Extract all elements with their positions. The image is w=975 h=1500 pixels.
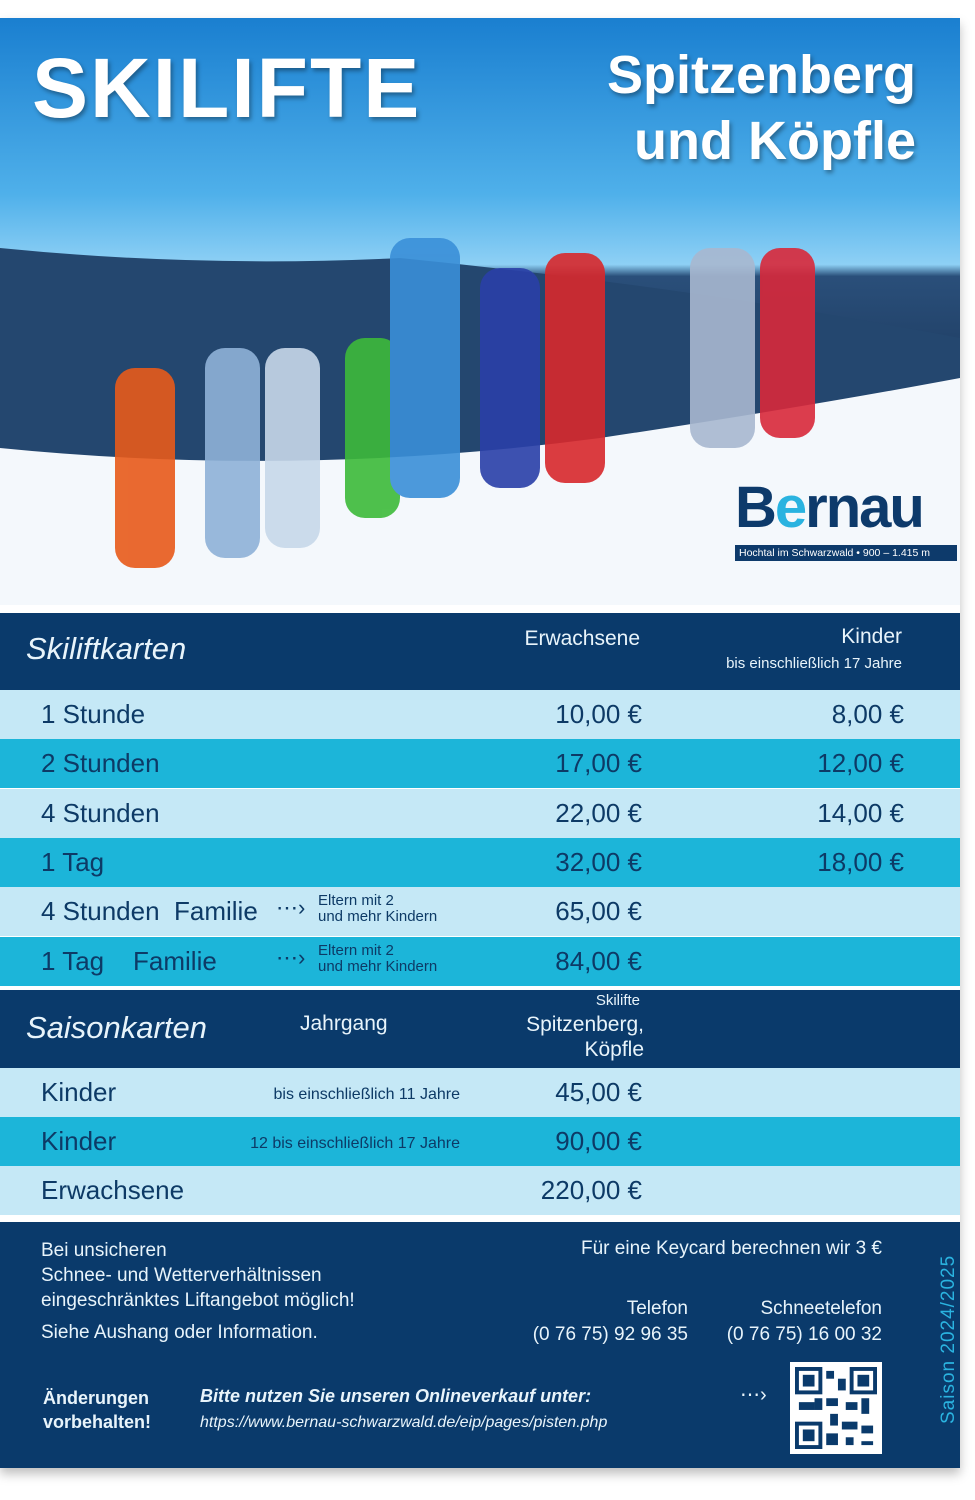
- online-sale-note: Bitte nutzen Sie unseren Onlineverkauf u…: [200, 1386, 592, 1406]
- season-price: 45,00 €: [555, 1077, 642, 1107]
- adult-price: 22,00 €: [555, 797, 642, 828]
- column-lifts-line1: Spitzenberg,: [526, 1013, 644, 1036]
- family-note-line: und mehr Kindern: [318, 957, 438, 975]
- section-title: Saisonkarten: [26, 1010, 207, 1045]
- qr-code-icon: [795, 1367, 877, 1449]
- column-kids-note: bis einschließlich 17 Jahre: [726, 655, 902, 672]
- dotted-arrow-icon: ⋯›: [740, 1384, 767, 1406]
- season-label: Saison 2024/2025: [938, 1254, 959, 1424]
- warning-line: Schnee- und Wetterverhältnissen: [41, 1265, 322, 1286]
- column-adults: Erwachsene: [524, 627, 640, 650]
- family-note-line: Eltern mit 2: [318, 941, 394, 959]
- ticket-label: 1 Stunde: [41, 699, 146, 729]
- family-note: Eltern mit 2 und mehr Kindern: [318, 941, 438, 975]
- skiliftkarten-header: Skiliftkarten Erwachsene Kinder bis eins…: [0, 613, 960, 690]
- pass-label: Erwachsene: [41, 1175, 185, 1205]
- dotted-arrow-icon: ⋯›: [276, 895, 306, 921]
- info-note: Siehe Aushang oder Information.: [41, 1322, 318, 1343]
- poster-title: SKILIFTE: [32, 41, 422, 135]
- snow-phone-label: Schneetelefon: [760, 1298, 883, 1319]
- qr-code[interactable]: [790, 1362, 882, 1454]
- column-year: Jahrgang: [300, 1012, 388, 1035]
- saisonkarten-header: Saisonkarten Jahrgang Skilifte Spitzenbe…: [0, 990, 960, 1068]
- logo-tagline: Hochtal im Schwarzwald • 900 – 1.415 m: [735, 545, 957, 561]
- table-row: Kinder bis einschließlich 11 Jahre 45,00 €: [0, 1068, 960, 1117]
- table-row: 1 Tag Familie ⋯› Eltern mit 2 und mehr Kind…: [0, 936, 960, 986]
- snow-phone-block: Schneetelefon (0 76 75) 16 00 32: [727, 1296, 882, 1348]
- changes-note: Änderungen vorbehalten!: [43, 1386, 151, 1434]
- changes-line: vorbehalten!: [43, 1412, 152, 1432]
- column-lifts-line2: Köpfle: [584, 1038, 644, 1061]
- ticket-label: 4 Stunden: [41, 797, 160, 828]
- poster: SKILIFTE Spitzenberg und Köpfle Bernau Ho…: [0, 18, 960, 1468]
- adult-price: 10,00 €: [555, 699, 642, 729]
- kids-price: 8,00 €: [831, 699, 904, 729]
- table-row: 4 Stunden Familie ⋯› Eltern mit 2 und mehr …: [0, 887, 960, 937]
- kids-price: 12,00 €: [817, 748, 904, 779]
- dotted-arrow-icon: ⋯›: [276, 944, 306, 970]
- phone-label: Telefon: [626, 1298, 688, 1319]
- column-kids: Kinder: [841, 625, 902, 648]
- phone-block: Telefon (0 76 75) 92 96 35: [533, 1296, 688, 1348]
- footer: Bei unsicheren Schnee- und Wetterverhältn…: [0, 1222, 960, 1468]
- weather-warning: Bei unsicheren Schnee- und Wetterverhältn…: [41, 1238, 355, 1313]
- online-sale-link[interactable]: https://www.bernau-schwarzwald.de/eip/pa…: [200, 1414, 608, 1431]
- mountain-illustration: [0, 238, 960, 605]
- age-range: bis einschließlich 11 Jahre: [273, 1086, 460, 1103]
- adult-price: 65,00 €: [555, 896, 642, 927]
- skiers-photo: SKILIFTE Spitzenberg und Köpfle Bernau Ho…: [0, 18, 960, 605]
- column-lifts-small: Skilifte: [595, 992, 640, 1009]
- keycard-note: Für eine Keycard berechnen wir 3 €: [581, 1238, 882, 1259]
- adult-price: 84,00 €: [555, 945, 642, 976]
- pass-label: Kinder: [41, 1077, 117, 1107]
- ticket-label: 2 Stunden: [41, 748, 160, 779]
- warning-line: eingeschränktes Liftangebot möglich!: [41, 1290, 355, 1311]
- bernau-logo: Bernau Hochtal im Schwarzwald • 900 – 1.…: [735, 473, 960, 561]
- ticket-label: 1 Tag Familie: [41, 945, 217, 976]
- ticket-label: 1 Tag: [41, 846, 105, 877]
- section-title: Skiliftkarten: [26, 631, 187, 666]
- table-row: 4 Stunden 22,00 € 14,00 €: [0, 788, 960, 838]
- family-note: Eltern mit 2 und mehr Kindern: [318, 893, 437, 925]
- kids-price: 14,00 €: [817, 797, 904, 828]
- table-row: 1 Stunde 10,00 € 8,00 €: [0, 690, 960, 739]
- adult-price: 32,00 €: [555, 846, 642, 877]
- subtitle-line-1: Spitzenberg: [606, 45, 916, 105]
- table-row: Erwachsene 220,00 €: [0, 1166, 960, 1215]
- season-price: 90,00 €: [555, 1126, 642, 1156]
- subtitle-line-2: und Köpfle: [634, 111, 916, 171]
- snow-phone-number[interactable]: (0 76 75) 16 00 32: [726, 1324, 882, 1345]
- family-note-line: Eltern mit 2: [318, 892, 394, 910]
- phone-number[interactable]: (0 76 75) 92 96 35: [532, 1324, 688, 1345]
- family-note-line: und mehr Kindern: [318, 908, 438, 926]
- ticket-label: 4 Stunden Familie: [41, 896, 258, 927]
- table-row: Kinder 12 bis einschließlich 17 Jahre 90,0…: [0, 1117, 960, 1166]
- logo-wordmark: Bernau: [735, 475, 925, 540]
- table-row: 2 Stunden 17,00 € 12,00 €: [0, 739, 960, 789]
- column-lifts: Spitzenberg, Köpfle: [526, 1012, 644, 1062]
- age-range: 12 bis einschließlich 17 Jahre: [250, 1135, 460, 1152]
- poster-subtitle: Spitzenberg und Köpfle: [607, 42, 916, 174]
- kids-price: 18,00 €: [817, 846, 904, 877]
- pass-label: Kinder: [41, 1126, 117, 1156]
- warning-line: Bei unsicheren: [41, 1240, 167, 1261]
- season-price: 220,00 €: [540, 1175, 642, 1205]
- adult-price: 17,00 €: [555, 748, 642, 779]
- table-row: 1 Tag 32,00 € 18,00 €: [0, 837, 960, 887]
- changes-line: Änderungen: [43, 1388, 149, 1408]
